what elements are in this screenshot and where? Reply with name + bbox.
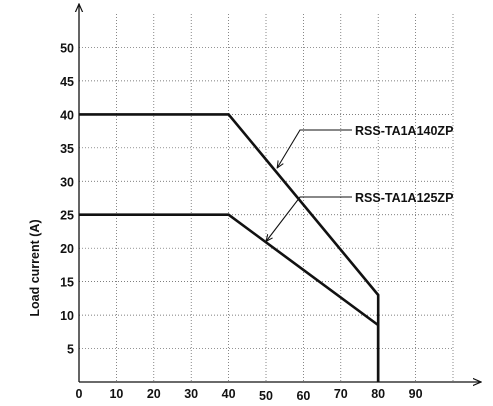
- x-tick-label: 50: [259, 389, 273, 403]
- annotations: RSS-TA1A140ZP RSS-TA1A125ZP: [266, 124, 453, 242]
- axes: [79, 4, 481, 382]
- tick-labels: 0 10 20 30 40 50 60 70 80 90 5 10 15 20 25 30 35 40 45 50: [60, 41, 423, 403]
- x-tick-label: 60: [296, 389, 310, 403]
- x-tick-label: 70: [334, 387, 348, 401]
- y-tick-label: 15: [60, 276, 74, 290]
- series-lines: [79, 113, 380, 382]
- y-tick-label: 50: [60, 41, 74, 55]
- x-tick-label: 20: [147, 387, 161, 401]
- x-tick-label: 30: [184, 387, 198, 401]
- annotation-leader-2: [266, 196, 352, 242]
- x-tick-label: 90: [409, 387, 423, 401]
- y-tick-label: 25: [60, 209, 74, 223]
- y-tick-label: 40: [60, 108, 74, 122]
- series-label-2: RSS-TA1A125ZP: [355, 191, 453, 205]
- annotation-leader-1: [277, 129, 352, 168]
- series-line-2: [79, 213, 380, 382]
- x-tick-label: 80: [371, 387, 385, 401]
- y-tick-label: 20: [60, 242, 74, 256]
- y-axis-label: Load current (A): [28, 219, 42, 316]
- y-tick-label: 30: [60, 175, 74, 189]
- series-label-1: RSS-TA1A140ZP: [355, 124, 453, 138]
- y-tick-label: 5: [67, 343, 74, 357]
- y-tick-label: 35: [60, 142, 74, 156]
- x-tick-label: 10: [109, 387, 123, 401]
- y-tick-label: 45: [60, 75, 74, 89]
- y-tick-label: 10: [60, 309, 74, 323]
- x-tick-label: 0: [76, 387, 83, 401]
- x-tick-label: 40: [222, 387, 236, 401]
